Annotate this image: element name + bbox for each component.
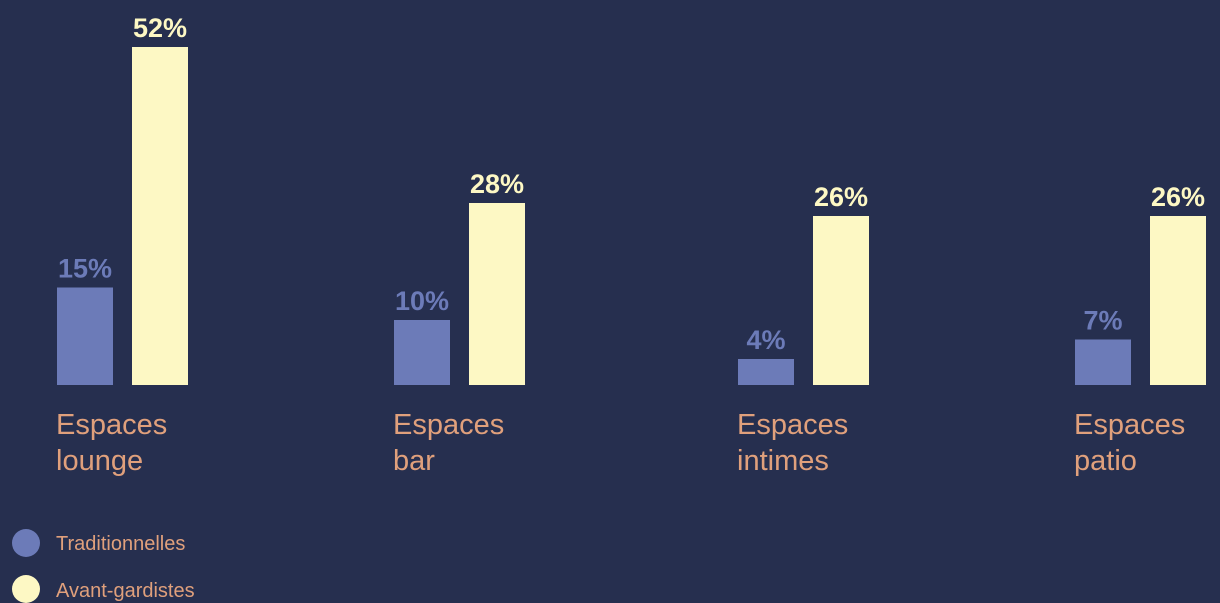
bar-traditionnelles-espaces-patio [1075,339,1131,385]
value-labels-group: 15% 52% 10% 28% 4% 26% 7% 26% [58,13,1205,355]
bar-avant-gardistes-espaces-bar [469,203,525,385]
value-label-avant-gardistes-espaces-intimes: 26% [814,182,868,212]
bar-avant-gardistes-espaces-intimes [813,216,869,385]
bar-traditionnelles-espaces-bar [394,320,450,385]
category-labels-group: Espaces lounge Espaces bar Espaces intimes Esp… [56,409,1185,477]
value-label-avant-gardistes-espaces-patio: 26% [1151,182,1205,212]
legend-label-avant-gardistes: Avant-gardistes [56,580,195,602]
legend-swatch-traditionnelles [12,529,40,557]
category-label-espaces-lounge-line-1: Espaces [56,409,167,441]
bars-group [57,47,1206,385]
category-label-espaces-intimes-line-2: intimes [737,445,829,477]
legend-item-traditionnelles: Traditionnelles [12,529,185,557]
value-label-traditionnelles-espaces-intimes: 4% [746,325,785,355]
bar-avant-gardistes-espaces-lounge [132,47,188,385]
bar-avant-gardistes-espaces-patio [1150,216,1206,385]
value-label-traditionnelles-espaces-lounge: 15% [58,254,112,284]
category-label-espaces-intimes-line-1: Espaces [737,409,848,441]
bar-traditionnelles-espaces-intimes [738,359,794,385]
bar-traditionnelles-espaces-lounge [57,287,113,385]
category-label-espaces-patio-line-2: patio [1074,445,1137,477]
category-label-espaces-lounge-line-2: lounge [56,445,143,477]
value-label-traditionnelles-espaces-patio: 7% [1083,306,1122,336]
category-label-espaces-bar-line-2: bar [393,445,435,477]
value-label-avant-gardistes-espaces-lounge: 52% [133,13,187,43]
value-label-traditionnelles-espaces-bar: 10% [395,286,449,316]
category-label-espaces-bar-line-1: Espaces [393,409,504,441]
legend: Traditionnelles Avant-gardistes [12,529,195,603]
legend-item-avant-gardistes: Avant-gardistes [12,575,195,603]
legend-label-traditionnelles: Traditionnelles [56,533,185,555]
value-label-avant-gardistes-espaces-bar: 28% [470,169,524,199]
legend-swatch-avant-gardistes [12,575,40,603]
category-label-espaces-patio-line-1: Espaces [1074,409,1185,441]
